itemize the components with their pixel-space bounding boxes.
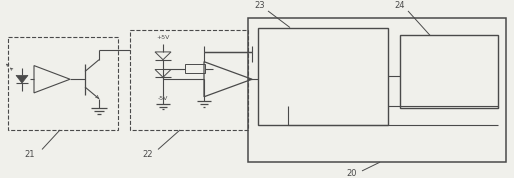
Text: 24: 24 <box>395 1 405 10</box>
Text: 23: 23 <box>255 1 265 10</box>
Polygon shape <box>16 75 28 83</box>
Text: 21: 21 <box>25 150 35 159</box>
Text: +5V: +5V <box>156 35 170 40</box>
Text: 20: 20 <box>347 169 357 178</box>
Text: 22: 22 <box>143 150 153 159</box>
Text: -5V: -5V <box>158 96 168 101</box>
